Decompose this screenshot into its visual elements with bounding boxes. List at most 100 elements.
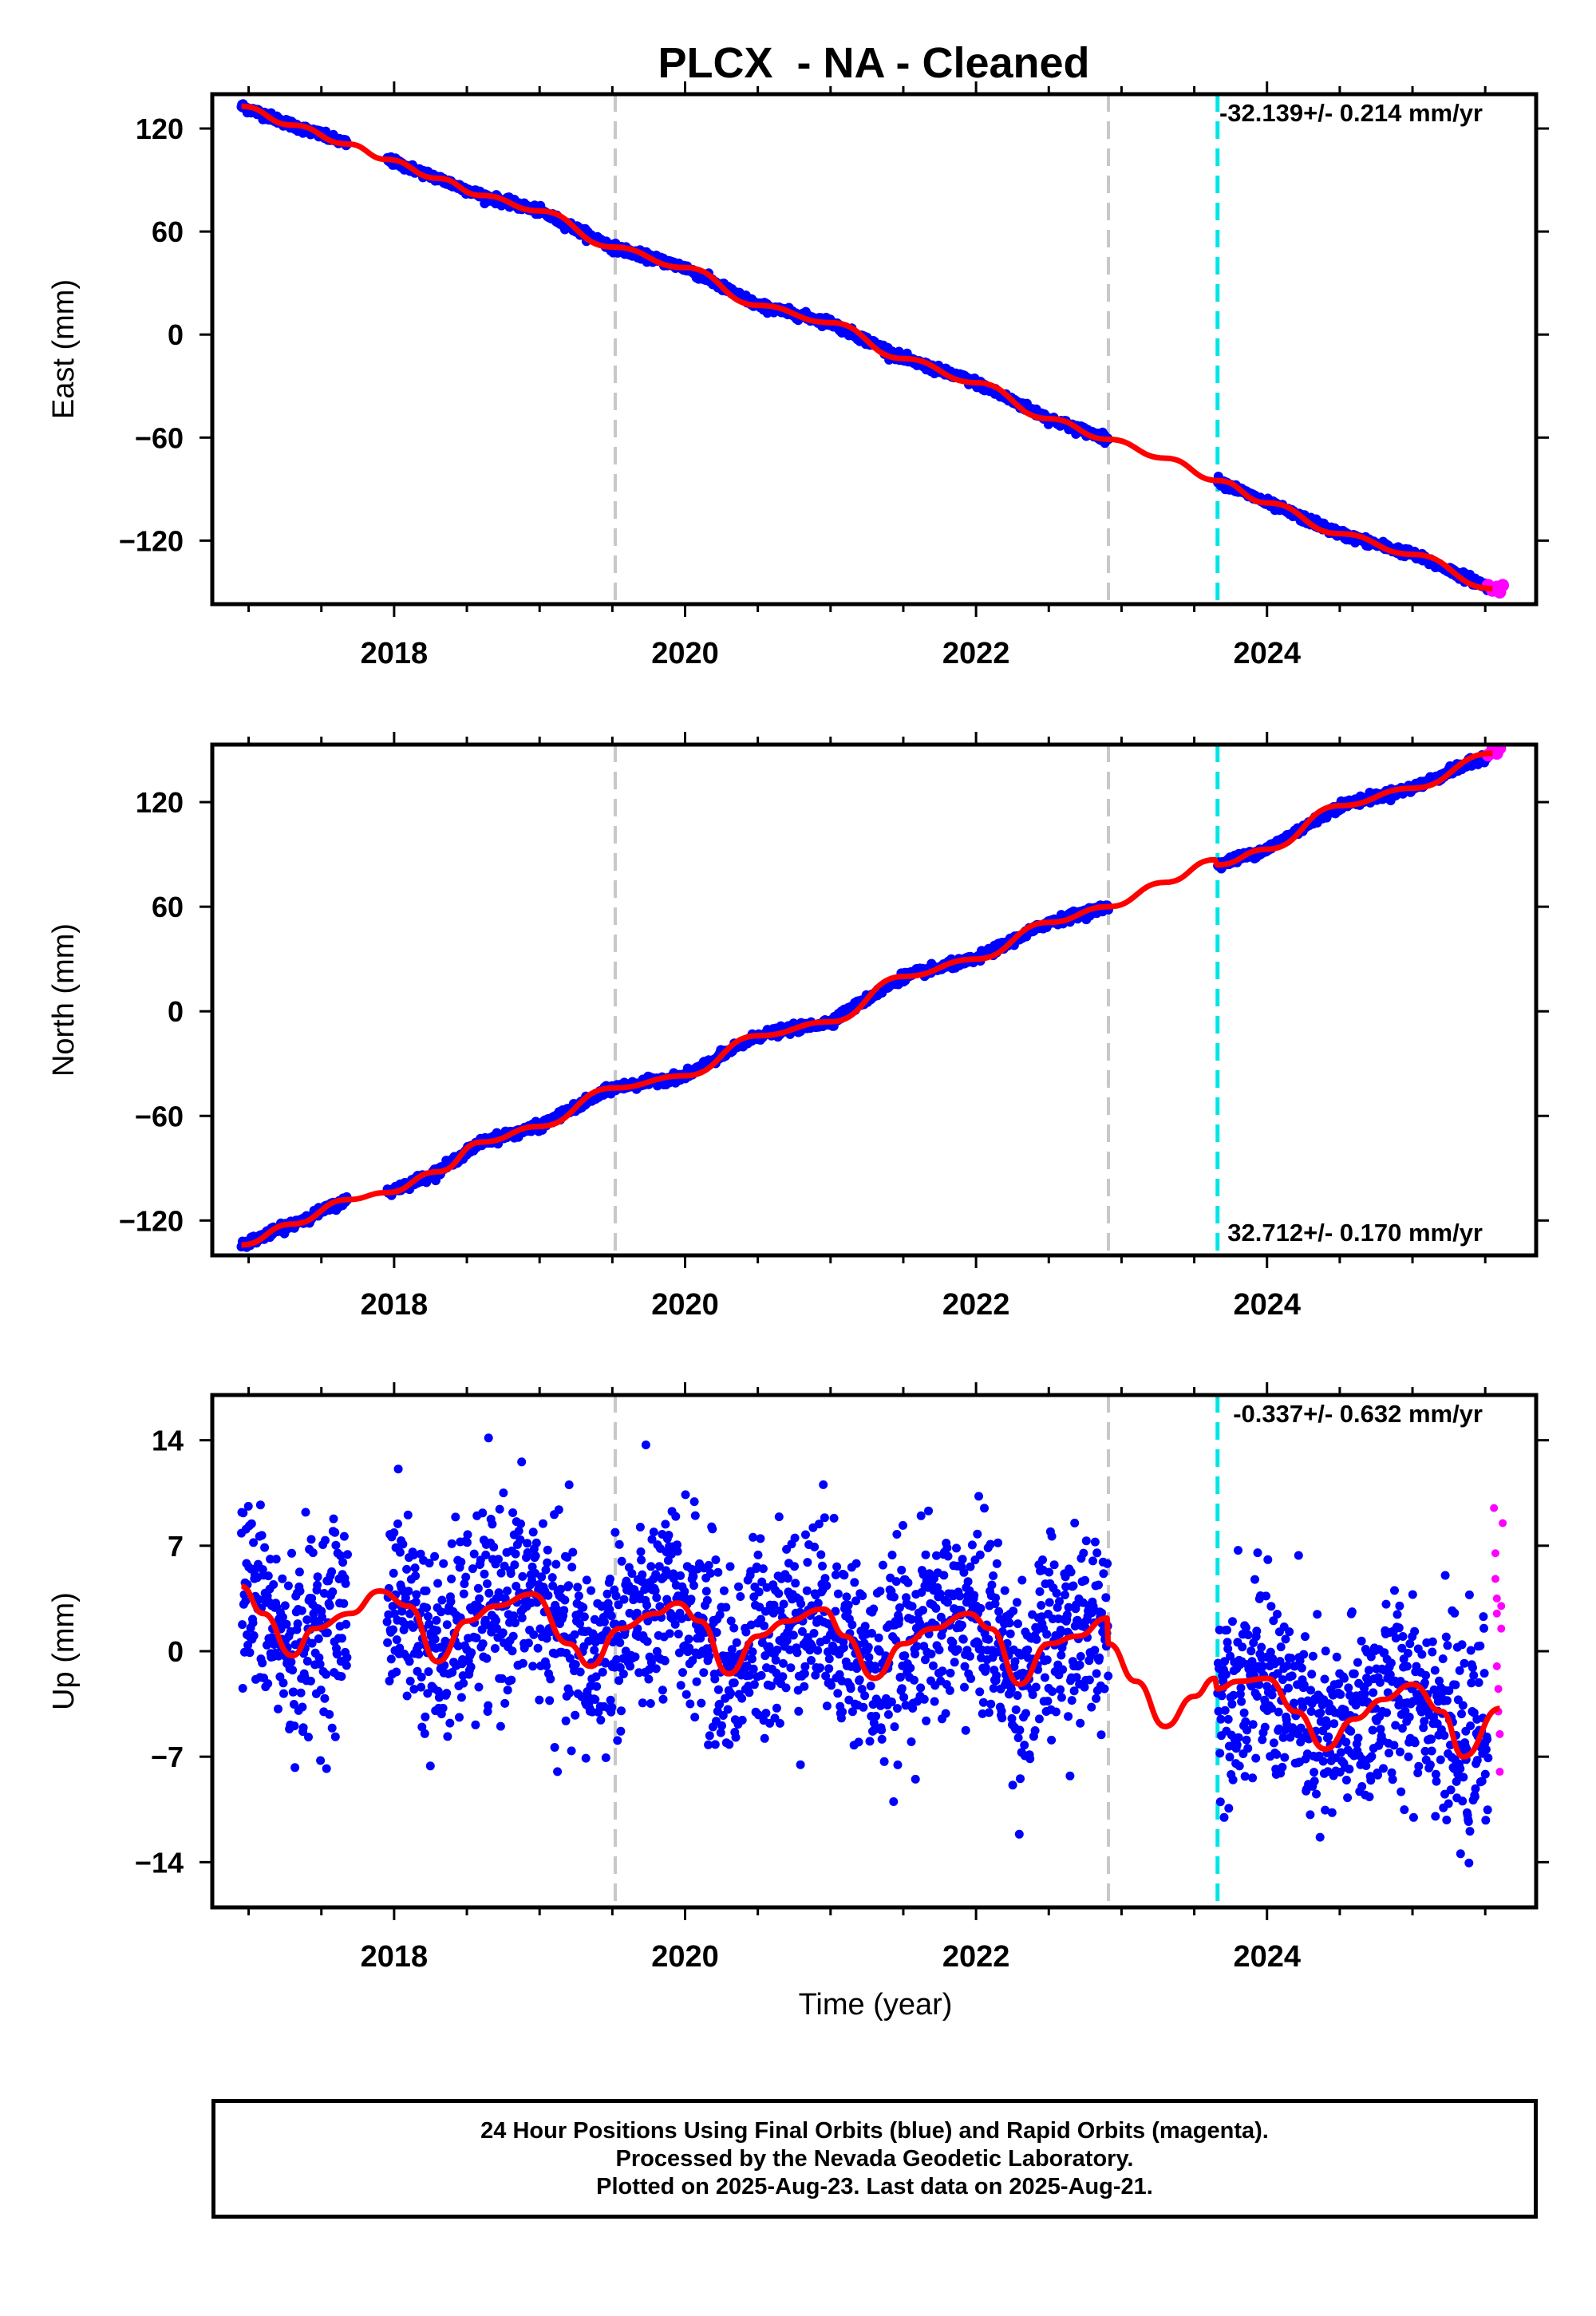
data-point: [713, 1685, 723, 1694]
data-point: [296, 1688, 306, 1697]
data-point: [674, 1648, 684, 1658]
data-point: [615, 1662, 625, 1672]
data-point: [769, 1600, 779, 1610]
data-point: [383, 1638, 393, 1647]
data-point: [575, 1619, 585, 1629]
data-point: [560, 1595, 570, 1605]
data-point: [492, 1616, 501, 1625]
data-point: [509, 1611, 519, 1621]
data-point: [403, 1510, 413, 1520]
data-point: [389, 1625, 398, 1634]
x-tick-label: 2018: [361, 637, 429, 670]
data-point: [298, 1702, 307, 1712]
data-point: [290, 1721, 299, 1731]
data-point: [749, 1532, 758, 1542]
data-point: [405, 1657, 414, 1666]
data-point: [508, 1508, 518, 1517]
data-point: [263, 1679, 273, 1689]
data-point: [255, 1500, 265, 1510]
data-point: [248, 1618, 258, 1627]
data-point: [266, 1555, 275, 1564]
data-point: [337, 1672, 346, 1682]
data-point: [313, 1572, 322, 1582]
data-point: [443, 1732, 452, 1741]
data-point: [289, 1687, 298, 1697]
y-tick-label: −60: [135, 1100, 184, 1132]
data-point: [637, 1555, 646, 1565]
data-point: [295, 1587, 305, 1596]
data-point: [775, 1718, 784, 1728]
data-point: [685, 1643, 694, 1653]
data-point: [330, 1732, 340, 1741]
data-point: [395, 1547, 405, 1557]
model-curve: [241, 750, 1493, 1248]
data-point: [438, 1703, 448, 1713]
x-tick-label: 2018: [361, 1288, 429, 1322]
data-point: [565, 1688, 575, 1697]
data-point: [749, 1680, 759, 1690]
data-point: [582, 1575, 591, 1585]
y-tick-label: 120: [136, 786, 184, 819]
data-point: [545, 1696, 555, 1705]
data-point: [613, 1736, 622, 1745]
data-point: [306, 1676, 315, 1686]
data-point: [548, 1581, 558, 1591]
data-point: [706, 1568, 715, 1578]
data-point: [404, 1587, 413, 1596]
data-point: [238, 1620, 247, 1630]
data-point: [482, 1654, 492, 1663]
data-point: [757, 1670, 766, 1680]
data-point: [543, 1591, 553, 1600]
data-point: [316, 1756, 326, 1765]
data-point: [500, 1698, 510, 1708]
data-point: [638, 1698, 647, 1708]
data-point: [477, 1625, 487, 1634]
data-point: [689, 1572, 698, 1581]
data-point: [488, 1520, 497, 1529]
data-point: [749, 1664, 758, 1674]
data-point: [570, 1630, 579, 1639]
data-point: [245, 1648, 255, 1658]
data-point: [574, 1591, 583, 1601]
data-point: [322, 1764, 331, 1773]
data-point: [523, 1548, 532, 1557]
data-point: [567, 1563, 577, 1572]
data-point: [289, 1700, 298, 1709]
data-point: [478, 1639, 488, 1649]
data-point: [757, 1614, 765, 1624]
data-point: [581, 1753, 591, 1763]
plot-frame: [210, 742, 1539, 1258]
y-tick-label: −120: [119, 524, 184, 557]
y-tick-label: −60: [135, 421, 184, 454]
data-point: [665, 1629, 674, 1638]
data-point: [559, 1606, 569, 1615]
data-point: [316, 1686, 326, 1695]
data-point: [715, 1610, 725, 1619]
data-point: [531, 1538, 541, 1547]
data-point: [726, 1616, 736, 1626]
data-point: [596, 1715, 606, 1725]
data-point: [325, 1709, 334, 1719]
data-point: [708, 1524, 717, 1534]
data-point: [681, 1690, 691, 1699]
data-point: [723, 1705, 733, 1714]
data-point: [655, 1602, 665, 1611]
data-point: [567, 1746, 576, 1756]
data-point: [533, 1643, 543, 1653]
data-point: [455, 1713, 464, 1722]
data-point: [239, 1508, 248, 1518]
y-tick-label: 60: [152, 891, 184, 923]
data-point: [322, 1628, 332, 1638]
data-point: [584, 1636, 594, 1646]
data-point: [516, 1519, 525, 1528]
data-point: [500, 1561, 509, 1571]
data-point: [753, 1550, 763, 1559]
data-point: [554, 1505, 563, 1515]
data-point: [395, 1643, 405, 1653]
data-point: [442, 1689, 452, 1698]
data-point: [684, 1634, 693, 1644]
data-point: [442, 1620, 452, 1630]
data-point: [639, 1578, 648, 1587]
data-point: [729, 1678, 739, 1688]
data-point: [564, 1480, 574, 1489]
